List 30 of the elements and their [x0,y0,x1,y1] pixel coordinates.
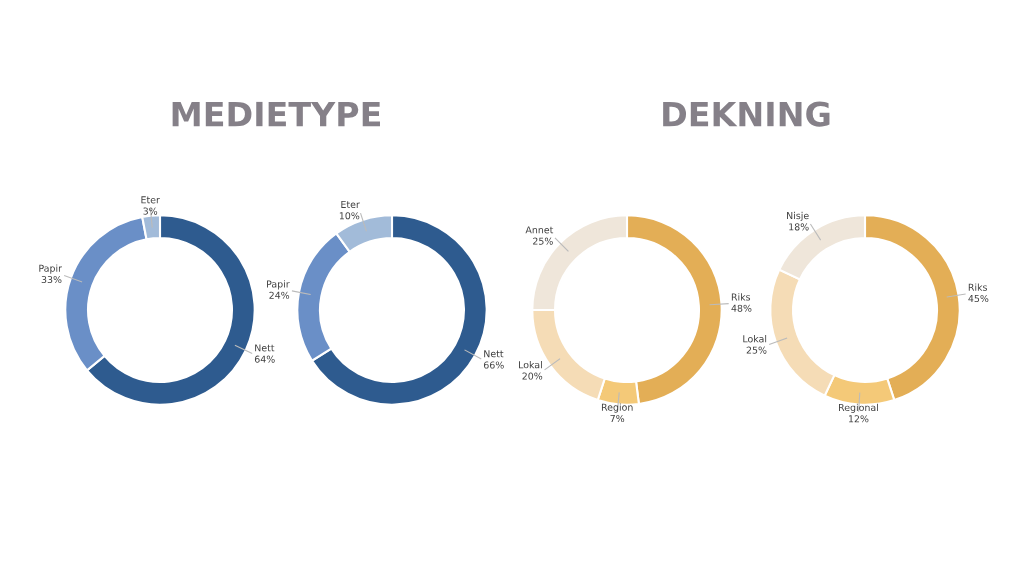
data-label: 3% [143,207,158,215]
slice-label: Lokal [743,335,767,343]
slice-label: Nett [484,350,504,358]
data-label: 18% [789,223,809,231]
slice-label: Nisje [787,211,809,221]
data-label: 7% [610,414,625,423]
data-label: 25% [533,237,553,245]
slice-label: Regional [839,403,878,413]
data-label: 64% [254,355,275,363]
chart-title: DEKNING [663,101,830,127]
data-label: 33% [41,275,62,284]
slice-label: Region [601,403,633,413]
chart-title: MEDIETYPE [172,101,380,127]
slice-label: Riks [731,293,751,301]
slice-label: Eter [141,196,160,204]
data-label: 10% [339,212,360,220]
data-label: 66% [483,361,504,369]
slice-label: Papir [267,280,290,290]
data-label: 48% [731,304,752,312]
data-label: 25% [746,346,767,354]
data-label: 45% [968,294,989,303]
slice-label: Riks [968,283,987,291]
data-label: 20% [522,372,543,380]
slice-label: Annet [525,226,554,234]
slice-label: Eter [341,201,360,209]
slice-label: Lokal [519,361,542,369]
slice-label: Papir [39,264,62,274]
data-label: 24% [269,291,290,299]
data-label: 12% [849,415,869,423]
slice-label: Nett [255,344,275,352]
